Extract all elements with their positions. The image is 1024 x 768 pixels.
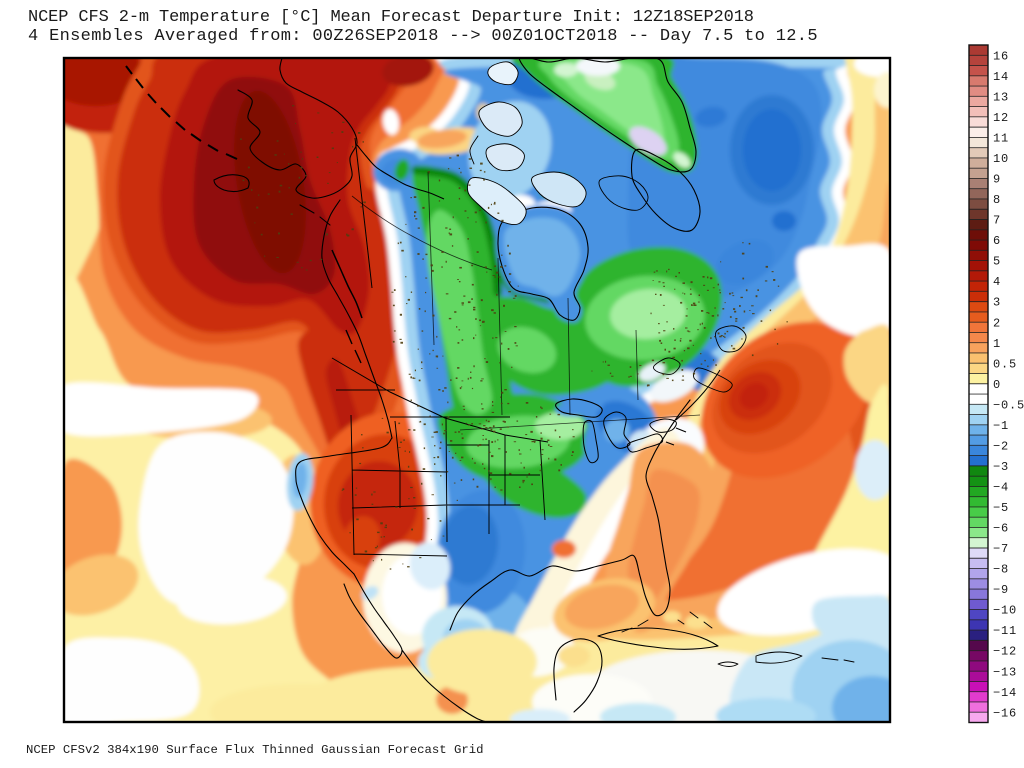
svg-text:NCEP CFS 2-m Temperature [°C]: NCEP CFS 2-m Temperature [°C] Mean Forec…	[28, 8, 754, 27]
svg-text:8: 8	[993, 193, 1001, 207]
svg-text:16: 16	[993, 49, 1009, 63]
svg-text:14: 14	[993, 70, 1009, 84]
svg-text:−7: −7	[993, 542, 1009, 556]
svg-text:1: 1	[993, 337, 1001, 351]
svg-text:−5: −5	[993, 501, 1009, 515]
svg-text:−6: −6	[993, 522, 1009, 536]
svg-text:−4: −4	[993, 481, 1009, 495]
svg-text:5: 5	[993, 255, 1001, 269]
svg-text:−10: −10	[993, 604, 1017, 618]
svg-text:−12: −12	[993, 645, 1017, 659]
svg-text:7: 7	[993, 214, 1001, 228]
svg-text:−8: −8	[993, 563, 1009, 577]
svg-text:13: 13	[993, 90, 1009, 104]
svg-text:−11: −11	[993, 624, 1017, 638]
svg-text:−0.5: −0.5	[993, 398, 1024, 412]
svg-text:−9: −9	[993, 583, 1009, 597]
svg-text:9: 9	[993, 173, 1001, 187]
svg-text:10: 10	[993, 152, 1009, 166]
svg-text:−1: −1	[993, 419, 1009, 433]
svg-text:2: 2	[993, 316, 1001, 330]
svg-text:12: 12	[993, 111, 1009, 125]
svg-text:4: 4	[993, 275, 1001, 289]
svg-text:4 Ensembles Averaged from: 00Z: 4 Ensembles Averaged from: 00Z26SEP2018 …	[28, 27, 818, 46]
svg-text:0.5: 0.5	[993, 357, 1017, 371]
svg-text:NCEP CFSv2 384x190 Surface Flu: NCEP CFSv2 384x190 Surface Flux Thinned …	[26, 743, 484, 757]
svg-text:−13: −13	[993, 665, 1017, 679]
svg-text:0: 0	[993, 378, 1001, 392]
svg-text:6: 6	[993, 234, 1001, 248]
svg-text:−3: −3	[993, 460, 1009, 474]
svg-text:−2: −2	[993, 439, 1009, 453]
svg-text:−16: −16	[993, 706, 1017, 720]
svg-text:−14: −14	[993, 686, 1017, 700]
svg-text:11: 11	[993, 131, 1009, 145]
svg-text:3: 3	[993, 296, 1001, 310]
